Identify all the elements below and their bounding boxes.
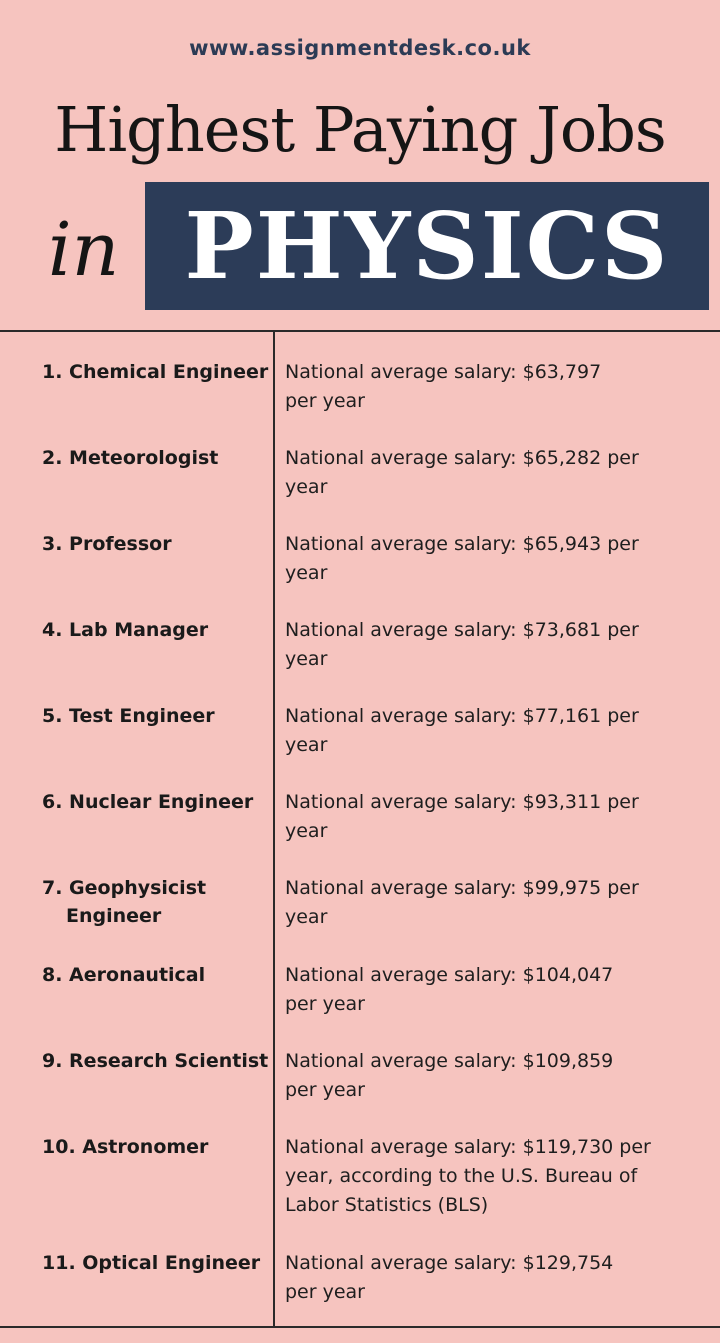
job-salary: National average salary: $99,975 per year: [285, 877, 639, 928]
physics-banner-text: PHYSICS: [184, 192, 670, 300]
job-salary: National average salary: $65,943 per year: [285, 533, 639, 584]
page-title: Highest Paying Jobs: [54, 93, 666, 166]
job-salary: National average salary: $63,797 per year: [285, 361, 602, 412]
job-salary: National average salary: $129,754 per yea…: [285, 1252, 614, 1303]
job-salary: National average salary: $93,311 per year: [285, 791, 639, 842]
job-salary: National average salary: $65,282 per year: [285, 447, 639, 498]
column-divider: [273, 332, 275, 1326]
job-title: 7. Geophysicist Engineer: [42, 877, 207, 927]
table-bottom-rule: [0, 1326, 720, 1328]
job-title: 1. Chemical Engineer: [42, 361, 269, 383]
site-url: www.assignmentdesk.co.uk: [189, 36, 531, 60]
job-title: 11. Optical Engineer: [42, 1252, 261, 1274]
header: www.assignmentdesk.co.uk Highest Paying …: [0, 0, 720, 330]
title-in-word: in: [48, 207, 120, 293]
table-top-rule: [0, 330, 720, 332]
job-salary: National average salary: $77,161 per year: [285, 705, 639, 756]
job-salary: National average salary: $119,730 per yea…: [285, 1136, 651, 1216]
job-title: 10. Astronomer: [42, 1136, 209, 1158]
job-title: 4. Lab Manager: [42, 619, 209, 641]
job-title: 6. Nuclear Engineer: [42, 791, 254, 813]
job-title: 3. Professor: [42, 533, 172, 555]
job-title: 8. Aeronautical: [42, 964, 206, 986]
job-title: 9. Research Scientist: [42, 1050, 269, 1072]
job-title: 5. Test Engineer: [42, 705, 215, 727]
job-title: 2. Meteorologist: [42, 447, 219, 469]
job-salary: National average salary: $104,047 per yea…: [285, 964, 614, 1015]
job-salary: National average salary: $109,859 per yea…: [285, 1050, 614, 1101]
physics-banner: PHYSICS: [145, 182, 709, 310]
job-salary: National average salary: $73,681 per year: [285, 619, 639, 670]
